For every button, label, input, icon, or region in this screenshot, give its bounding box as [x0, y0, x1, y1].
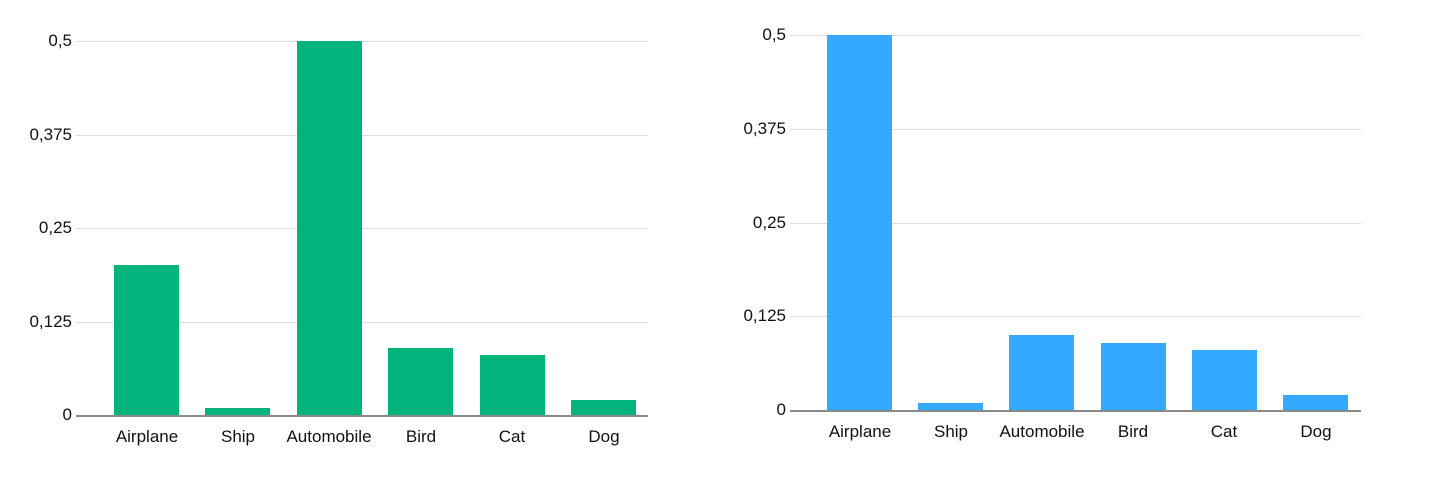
gridline: [76, 228, 648, 229]
x-tick-label: Automobile: [286, 427, 372, 446]
x-tick-label: Bird: [1117, 422, 1149, 441]
x-tick-label: Automobile: [999, 422, 1085, 441]
bar-dog: [1283, 395, 1348, 410]
bar-dog: [571, 400, 636, 415]
y-tick-label: 0,5: [762, 25, 786, 44]
y-tick-label: 0,125: [29, 312, 72, 331]
bar-airplane: [114, 265, 179, 415]
bar-bird: [1101, 343, 1166, 411]
bar-cat: [1192, 350, 1257, 410]
y-tick-label: 0,375: [743, 119, 786, 138]
gridline: [76, 135, 648, 136]
x-axis-line: [76, 415, 648, 417]
gridline: [76, 322, 648, 323]
y-tick-label: 0: [62, 405, 72, 424]
x-axis-line: [790, 410, 1361, 412]
gridline: [790, 223, 1361, 224]
bar-automobile: [297, 41, 362, 415]
x-tick-label: Airplane: [115, 427, 179, 446]
bar-ship: [205, 408, 270, 415]
x-tick-label: Dog: [1300, 422, 1332, 441]
bar-automobile: [1009, 335, 1074, 410]
bar-airplane: [827, 35, 892, 410]
x-tick-label: Ship: [220, 427, 256, 446]
y-tick-label: 0,5: [48, 31, 72, 50]
gridline: [76, 41, 648, 42]
y-tick-label: 0,125: [743, 306, 786, 325]
y-tick-label: 0,25: [38, 218, 72, 237]
x-tick-label: Ship: [933, 422, 969, 441]
x-tick-label: Dog: [588, 427, 620, 446]
bar-bird: [388, 348, 453, 415]
bar-cat: [480, 355, 545, 415]
x-tick-label: Airplane: [828, 422, 892, 441]
y-tick-label: 0,375: [29, 125, 72, 144]
y-tick-label: 0: [776, 400, 786, 419]
x-tick-label: Bird: [405, 427, 437, 446]
bar-ship: [918, 403, 983, 411]
gridline: [790, 316, 1361, 317]
x-tick-label: Cat: [1210, 422, 1238, 441]
gridline: [790, 129, 1361, 130]
gridline: [790, 35, 1361, 36]
y-tick-label: 0,25: [752, 213, 786, 232]
x-tick-label: Cat: [498, 427, 526, 446]
